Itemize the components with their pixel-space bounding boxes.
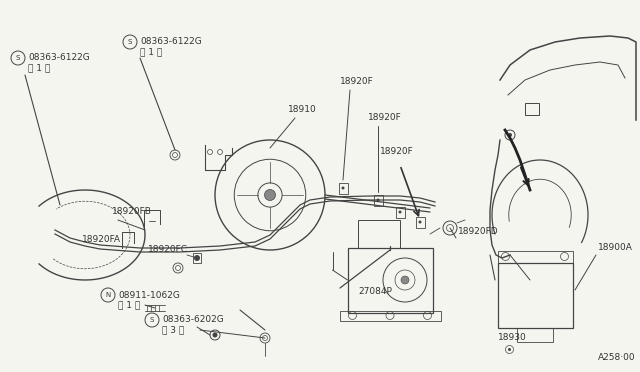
Text: 18900A: 18900A	[598, 244, 633, 253]
Text: S: S	[128, 39, 132, 45]
Bar	[358, 219, 400, 247]
Text: 08363-6202G: 08363-6202G	[162, 315, 224, 324]
Circle shape	[194, 255, 200, 261]
Circle shape	[419, 221, 422, 224]
Bar	[193, 253, 201, 263]
Text: N: N	[106, 292, 111, 298]
Bar	[517, 327, 553, 341]
Circle shape	[508, 133, 512, 137]
Circle shape	[399, 211, 401, 214]
Circle shape	[401, 276, 409, 284]
Circle shape	[195, 257, 198, 260]
Text: S: S	[16, 55, 20, 61]
Bar	[525, 103, 539, 115]
Circle shape	[264, 189, 275, 201]
Bar	[497, 250, 573, 263]
Text: 08363-6122G: 08363-6122G	[28, 54, 90, 62]
Text: 08911-1062G: 08911-1062G	[118, 291, 180, 299]
Text: 18920FC: 18920FC	[148, 246, 188, 254]
Text: 08363-6122G: 08363-6122G	[140, 38, 202, 46]
Text: 18910: 18910	[288, 106, 317, 115]
Text: 〈 1 〉: 〈 1 〉	[118, 301, 140, 310]
Bar	[339, 183, 348, 193]
Text: 18920FD: 18920FD	[458, 228, 499, 237]
Text: 18920F: 18920F	[340, 77, 374, 87]
Text: 18920F: 18920F	[380, 148, 413, 157]
Text: 18930: 18930	[498, 334, 527, 343]
Bar	[415, 217, 424, 228]
Text: 〈 1 〉: 〈 1 〉	[140, 48, 163, 57]
Text: 18920FA: 18920FA	[82, 235, 121, 244]
Text: A258·00: A258·00	[598, 353, 636, 362]
Text: 18920F: 18920F	[368, 113, 402, 122]
Text: 27084P: 27084P	[358, 288, 392, 296]
Bar	[497, 263, 573, 327]
Bar	[396, 206, 404, 218]
Circle shape	[376, 199, 380, 202]
Bar	[339, 311, 440, 321]
Circle shape	[342, 186, 344, 189]
Text: S: S	[150, 317, 154, 323]
Bar	[348, 247, 433, 312]
Text: 〈 1 〉: 〈 1 〉	[28, 64, 51, 73]
Circle shape	[212, 333, 218, 337]
Text: 18920FB: 18920FB	[112, 208, 152, 217]
Text: 〈 3 〉: 〈 3 〉	[162, 326, 184, 334]
Circle shape	[508, 348, 511, 351]
Bar	[374, 195, 383, 205]
